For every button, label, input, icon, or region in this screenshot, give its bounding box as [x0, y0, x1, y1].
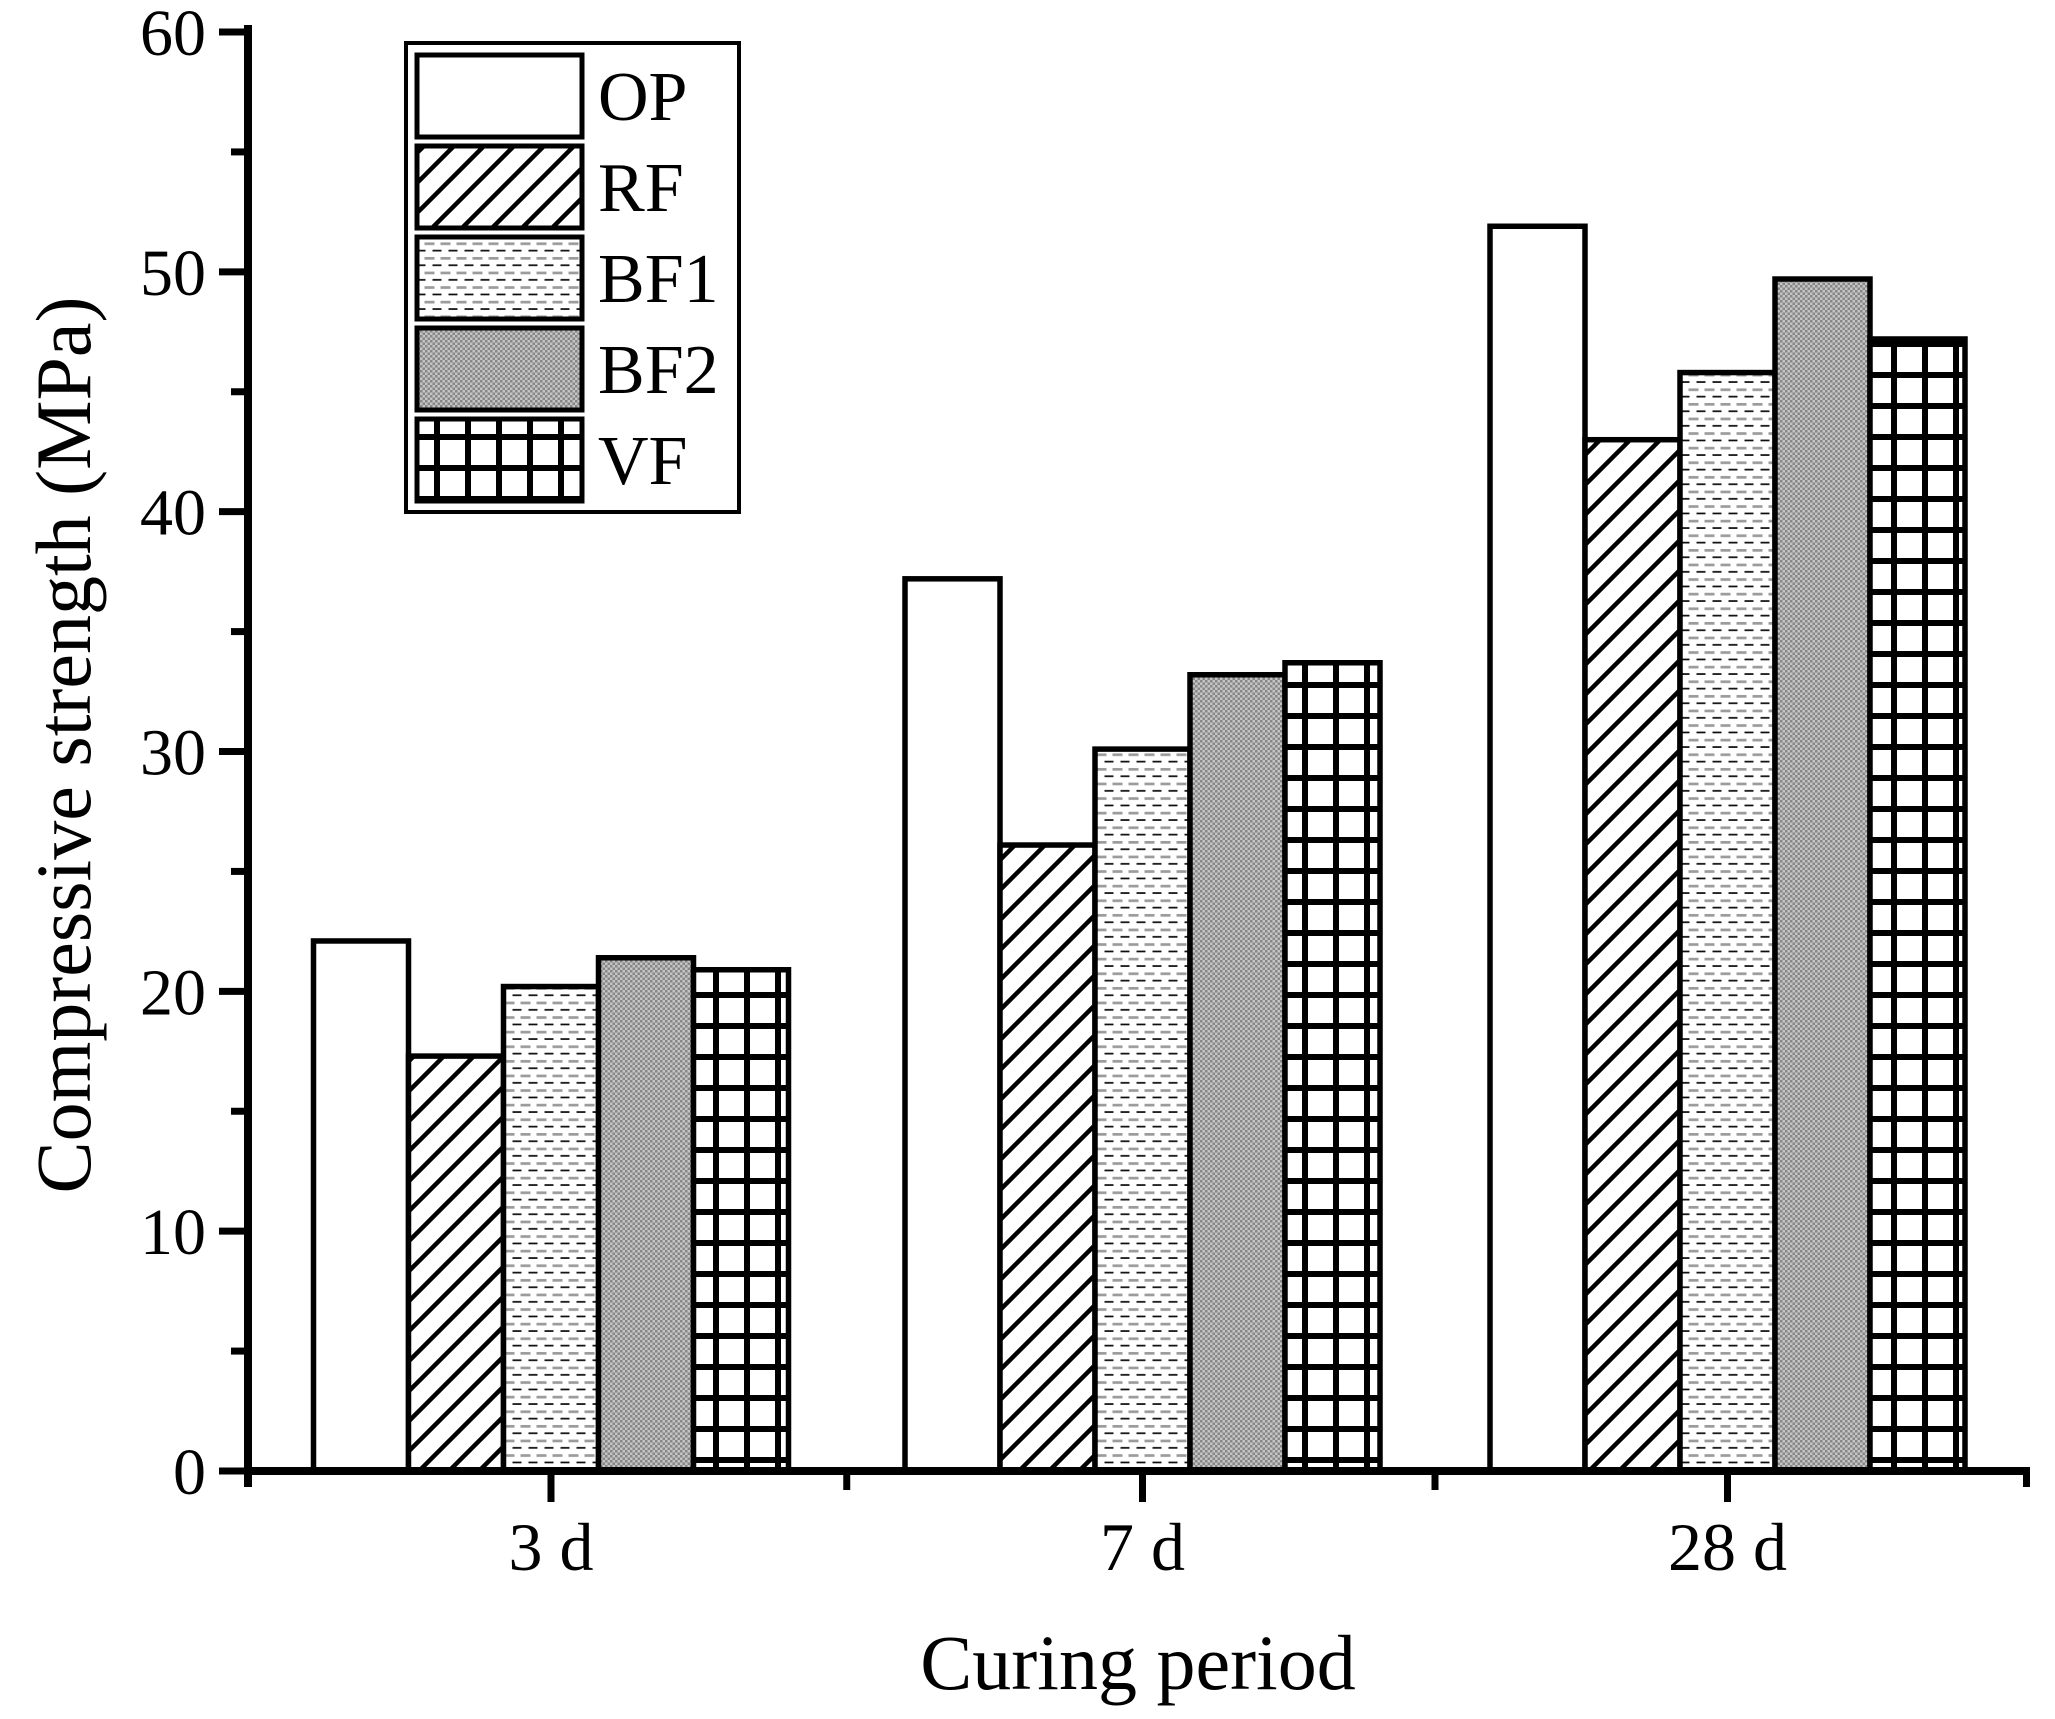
y-tick-label: 50: [140, 237, 206, 310]
legend-label-rf: RF: [598, 150, 684, 227]
legend-swatch-bf2: [414, 325, 585, 413]
bar-7d-bf1: [1092, 746, 1193, 1474]
bar-7d-op: [902, 576, 1003, 1474]
x-tick-label: 28 d: [1668, 1509, 1787, 1585]
bar-28d-bf1: [1677, 369, 1778, 1474]
bar-7d-bf2: [1187, 672, 1288, 1474]
y-tick-label: 0: [173, 1436, 206, 1509]
y-axis-title: Compressive strength (MPa): [20, 296, 107, 1194]
y-tick-label: 30: [140, 717, 206, 790]
bar-3d-bf1: [500, 983, 602, 1474]
bar-3d-rf: [405, 1053, 507, 1474]
bar-28d-vf: [1867, 336, 1968, 1474]
bars-group: [310, 223, 1968, 1474]
x-tick-label: 3 d: [509, 1509, 594, 1585]
bar-3d-op: [310, 938, 412, 1474]
x-axis-title: Curing period: [920, 1619, 1356, 1706]
y-tick-label: 10: [140, 1196, 206, 1269]
legend-label-op: OP: [598, 59, 687, 136]
legend-swatch-vf: [414, 416, 585, 504]
legend-swatch-rf: [414, 143, 585, 231]
legend-swatch-bf1: [414, 234, 585, 322]
bar-3d-vf: [690, 966, 792, 1474]
tick-labels-group: 0 10 20 30 40 50 60 3 d 7 d 28 d: [140, 0, 1787, 1585]
bar-7d-vf: [1282, 660, 1383, 1474]
bar-7d-rf: [997, 842, 1098, 1474]
y-tick-label: 20: [140, 956, 206, 1029]
bar-3d-bf2: [595, 955, 697, 1474]
x-tick-label: 7 d: [1100, 1509, 1185, 1585]
legend-label-bf1: BF1: [598, 241, 719, 318]
y-tick-label: 60: [140, 0, 206, 70]
y-tick-label: 40: [140, 477, 206, 550]
legend-label-bf2: BF2: [598, 332, 719, 409]
bar-28d-rf: [1582, 436, 1683, 1474]
legend-swatch-op: [414, 52, 585, 140]
axes-group: [219, 25, 2030, 1502]
legend-group: OP RF BF1 BF2 VF: [404, 41, 741, 514]
bar-28d-op: [1487, 223, 1588, 1474]
bar-28d-bf2: [1772, 276, 1873, 1474]
legend-label-vf: VF: [598, 423, 687, 500]
